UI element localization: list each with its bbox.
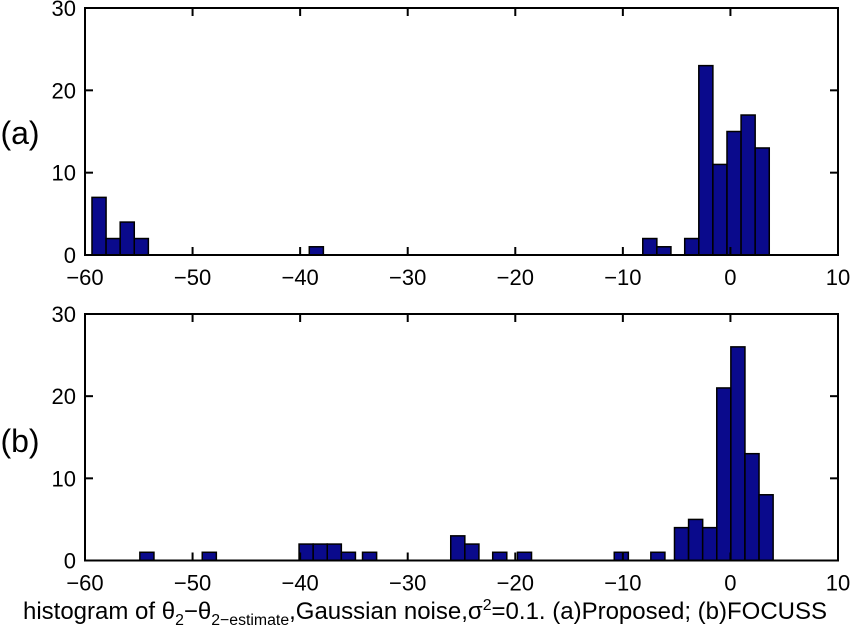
histogram-bar [712, 163, 728, 256]
histogram-bar [105, 237, 121, 256]
panel-b-label: (b) [0, 423, 40, 459]
figure-caption: histogram of θ2−θ2−estimate,Gaussian noi… [0, 597, 850, 629]
caption-subscript-estimate: 2−estimate [211, 611, 290, 629]
histogram-bar [91, 196, 107, 256]
y-tick-label: 0 [64, 243, 76, 268]
x-tick-label: −50 [174, 571, 211, 596]
x-tick-label: 0 [724, 571, 736, 596]
x-tick-label: −40 [281, 571, 318, 596]
histogram-bar [119, 221, 136, 256]
histogram-bar [133, 237, 150, 256]
caption-text-suffix: =0.1. (a)Proposed; (b)FOCUSS [491, 598, 827, 625]
caption-subscript-theta2: 2 [175, 611, 184, 629]
caption-text-prefix: histogram of θ [22, 598, 176, 625]
histogram-bar [491, 551, 508, 562]
histogram-bar [701, 526, 718, 562]
histogram-bar [698, 64, 714, 256]
x-tick-label: 10 [826, 571, 850, 596]
histogram-bar [613, 551, 630, 562]
x-tick-label: −20 [497, 571, 534, 596]
histogram-bar [730, 346, 746, 562]
histogram-bar [326, 543, 343, 562]
histogram-panel-a: −60 −50 −40 −30 −20 −10 0 10 0 10 20 30 [52, 0, 850, 290]
panel-a-label: (a) [0, 115, 40, 151]
x-tick-label: −10 [604, 571, 641, 596]
histogram-bar [516, 551, 533, 562]
histogram-bar [449, 535, 466, 562]
histogram-bar [642, 237, 658, 256]
histogram-bar [312, 543, 329, 562]
histogram-bar [650, 551, 666, 562]
x-tick-label: 10 [826, 265, 850, 290]
histogram-bar [201, 551, 218, 562]
x-tick-label: 0 [724, 265, 736, 290]
plot-box [84, 7, 839, 256]
histogram-bar [683, 237, 700, 256]
histogram-bar [340, 551, 357, 562]
histogram-bar [308, 246, 325, 256]
histogram-bar [298, 543, 314, 562]
caption-superscript-sigma2: 2 [482, 597, 492, 614]
x-tick-label: −50 [174, 265, 211, 290]
x-tick-label: −60 [66, 265, 103, 290]
y-tick-label: 10 [52, 466, 76, 491]
x-tick-label: −30 [389, 571, 426, 596]
y-tick-label: 20 [52, 78, 76, 103]
x-tick-label: −20 [497, 265, 534, 290]
y-tick-label: 10 [52, 161, 76, 186]
x-tick-label: −30 [389, 265, 426, 290]
histogram-bar [740, 114, 756, 256]
histogram-panel-b: −60 −50 −40 −30 −20 −10 0 10 0 10 20 30 [52, 306, 850, 596]
y-tick-label: 30 [52, 306, 76, 327]
caption-text-minus-theta: −θ [183, 598, 212, 625]
histogram-bar [687, 518, 704, 562]
histogram-bar [656, 246, 672, 256]
histogram-bar [464, 543, 480, 562]
x-tick-label: −40 [281, 265, 318, 290]
histogram-bar [139, 551, 155, 562]
histogram-bar [744, 452, 760, 562]
y-tick-label: 30 [52, 0, 76, 21]
y-tick-label: 20 [52, 384, 76, 409]
histogram-bar [758, 494, 774, 562]
histogram-bar [726, 130, 742, 256]
histogram-bar [673, 526, 690, 562]
plot-box [84, 313, 839, 562]
histogram-bar [716, 387, 732, 562]
histogram-bar [361, 551, 378, 562]
caption-text-noise: ,Gaussian noise,σ [289, 598, 483, 625]
x-tick-label: −60 [66, 571, 103, 596]
y-tick-label: 0 [64, 549, 76, 574]
histogram-bar [754, 147, 771, 256]
x-tick-label: −10 [604, 265, 641, 290]
